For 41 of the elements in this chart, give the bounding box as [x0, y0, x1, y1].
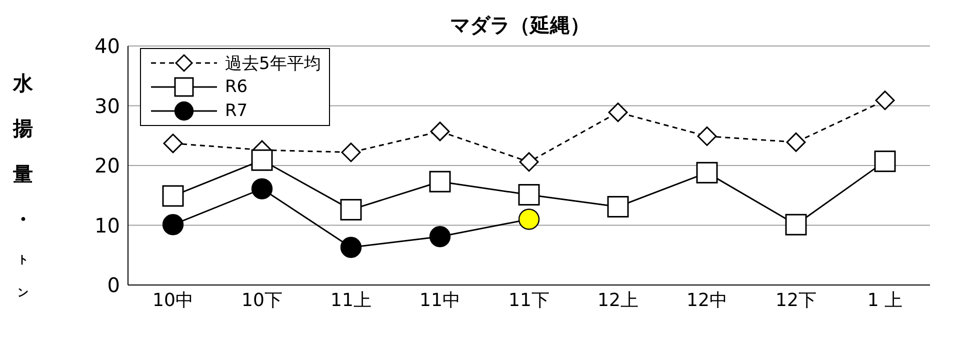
x-tick-label: 10下	[242, 290, 282, 311]
point	[340, 236, 362, 258]
point	[162, 185, 184, 207]
point	[607, 196, 629, 218]
text: 水揚量・トン	[13, 71, 33, 299]
point	[162, 214, 184, 236]
point	[875, 90, 895, 110]
legend-label: R7	[225, 101, 248, 121]
point	[874, 150, 896, 172]
point	[430, 122, 450, 142]
x-tick-label: 12上	[598, 290, 638, 311]
x-tick-label: 11中	[420, 290, 460, 311]
point	[429, 170, 451, 192]
point	[340, 198, 362, 220]
point	[163, 134, 183, 154]
point	[697, 126, 717, 146]
y-tick-label: 30	[94, 94, 120, 118]
point	[251, 149, 273, 171]
point	[786, 132, 806, 152]
point	[429, 226, 451, 248]
x-tick-label: 10中	[152, 290, 194, 311]
chart-title: マダラ（延縄）	[450, 13, 590, 37]
x-tick-label: 1 上	[867, 290, 903, 311]
point	[696, 162, 718, 184]
point	[519, 152, 539, 172]
y-tick-label: 10	[94, 213, 120, 238]
point	[608, 102, 628, 122]
y-tick-label: 0	[107, 273, 120, 298]
point	[341, 142, 361, 162]
point	[518, 208, 540, 230]
x-tick-label: 12下	[776, 290, 816, 311]
y-tick-label: 40	[94, 34, 120, 58]
x-tick-label: 11下	[508, 290, 550, 311]
legend-label: R6	[225, 77, 248, 97]
point	[518, 184, 540, 206]
x-tick-label: 12中	[686, 290, 728, 311]
y-tick-label: 20	[94, 154, 120, 178]
point	[251, 178, 273, 200]
legend-label: 過去5年平均	[225, 52, 321, 74]
point	[785, 214, 807, 236]
x-tick-label: 11上	[330, 290, 372, 311]
